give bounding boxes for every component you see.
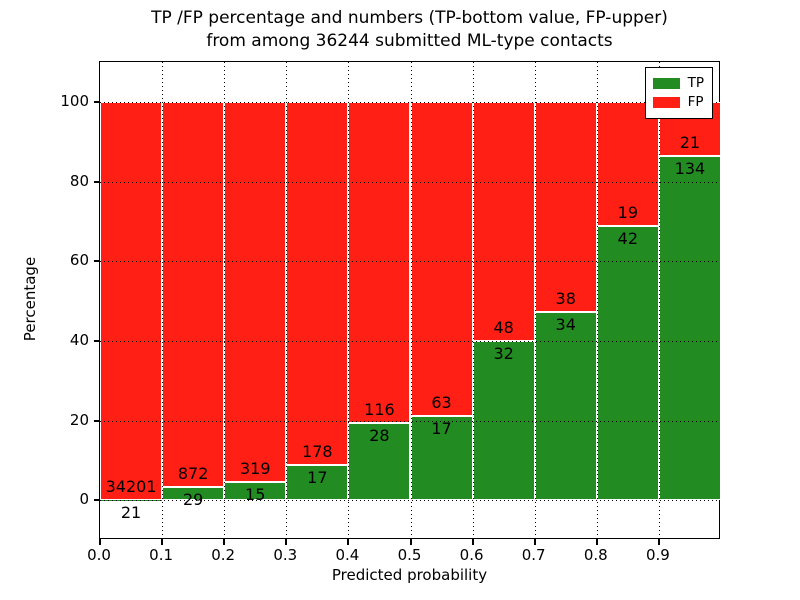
bar-labels-layer: 34201 21 872 29 319 15 178 17 116 28 63 17 48 32 38 34 1… [100, 62, 719, 538]
bar-segment-fp [596, 101, 659, 226]
x-tick-label: 0.9 [645, 546, 670, 564]
bar-label-tp: 34 [555, 315, 576, 335]
bar-segment-fp [224, 101, 287, 483]
gridline-horizontal [100, 101, 719, 103]
x-tick [657, 538, 660, 545]
bar-label-fp: 319 [239, 459, 271, 479]
x-tick [223, 538, 226, 545]
bar-segment-fp [472, 101, 535, 341]
bar-label-tp: 134 [674, 158, 706, 178]
x-tick-label: 0.2 [211, 546, 236, 564]
bar-label-tp: 42 [617, 228, 639, 248]
y-tick-label: 100 [60, 91, 89, 110]
gridline-vertical [596, 62, 598, 538]
tp-legend-swatch-icon [652, 78, 680, 89]
y-tick [94, 100, 100, 103]
x-tick [347, 538, 350, 545]
legend-label-tp: TP [687, 75, 704, 91]
y-tick [94, 180, 100, 183]
y-tick-label: 0 [79, 490, 89, 509]
bar-label-fp: 178 [302, 442, 333, 462]
bar-label-tp: 21 [120, 502, 142, 522]
legend-item-tp: TP [652, 75, 704, 91]
bar-segment-fp [534, 101, 597, 313]
gridline-vertical [534, 62, 536, 538]
gridline-vertical [410, 62, 412, 538]
legend-label-fp: FP [687, 94, 704, 110]
gridline-horizontal [100, 261, 719, 263]
x-tick [161, 538, 164, 545]
gridline-vertical [348, 62, 350, 538]
x-tick [99, 538, 101, 545]
x-tick-label: 0.6 [459, 546, 484, 564]
bar-label-fp: 19 [617, 202, 639, 222]
bar-label-tp: 17 [431, 418, 452, 438]
legend-item-fp: FP [652, 94, 704, 110]
x-tick-label: 0.4 [335, 546, 360, 564]
bar-label-fp: 63 [431, 392, 452, 412]
bars-layer [100, 62, 721, 538]
bar-label-tp: 32 [493, 343, 514, 363]
tick-marks-layer [94, 62, 719, 545]
gridline-vertical [224, 62, 226, 538]
legend: TP FP [644, 67, 713, 119]
bar-segment-fp [100, 101, 163, 500]
bar-segment-fp [286, 101, 349, 466]
y-tick [94, 260, 100, 263]
bar-label-tp: 17 [307, 468, 328, 488]
bar-label-fp: 872 [177, 464, 209, 484]
bar-label-fp: 34201 [105, 476, 157, 496]
y-tick [94, 339, 100, 342]
grid-layer [100, 62, 719, 538]
bar-segment-fp [162, 101, 225, 488]
bar-segment-tp [658, 155, 721, 501]
y-tick-label: 40 [69, 330, 89, 349]
bar-label-tp: 15 [245, 485, 266, 505]
gridline-vertical [286, 62, 288, 538]
x-axis-label: Predicted probability [331, 566, 488, 584]
x-tick-label: 0.1 [149, 546, 174, 564]
bar-segment-tp [534, 312, 597, 501]
y-axis-label: Percentage [21, 256, 39, 342]
x-tick-label: 0.0 [87, 546, 111, 564]
fp-legend-swatch-icon [652, 97, 680, 108]
bar-label-fp: 48 [493, 317, 514, 337]
gridline-horizontal [100, 340, 719, 342]
gridline-vertical [472, 62, 474, 538]
y-tick-label: 80 [69, 171, 89, 190]
x-tick [595, 538, 598, 545]
plot-area: 34201 21 872 29 319 15 178 17 116 28 63 17 48 32 38 34 1… [94, 61, 721, 545]
gridline-horizontal [100, 420, 719, 422]
gridline-vertical [658, 62, 660, 538]
x-tick-label: 0.5 [397, 546, 422, 564]
chart-title-line-1: TP /FP percentage and numbers (TP-bottom… [151, 8, 668, 28]
bar-segment-tp [286, 465, 349, 501]
y-tick-label: 20 [69, 410, 89, 429]
gridline-horizontal [100, 500, 719, 502]
bar-label-fp: 21 [679, 132, 701, 152]
bar-label-tp: 28 [369, 425, 390, 445]
x-tick [471, 538, 474, 545]
x-tick-label: 0.8 [583, 546, 608, 564]
chart-title-line-2: from among 36244 submitted ML-type conta… [206, 31, 613, 51]
bar-segment-fp [348, 101, 411, 423]
x-tick [409, 538, 412, 545]
gridline-horizontal [100, 181, 719, 183]
y-tick [94, 419, 100, 422]
x-tick-label: 0.7 [521, 546, 546, 564]
x-tick [533, 538, 536, 545]
gridline-vertical [162, 62, 164, 538]
bar-label-tp: 29 [182, 490, 204, 510]
bar-label-fp: 38 [555, 289, 576, 309]
y-tick [94, 499, 100, 502]
bar-label-fp: 116 [364, 399, 395, 419]
y-tick-label: 60 [69, 251, 89, 270]
x-tick-label: 0.3 [273, 546, 298, 564]
x-tick [285, 538, 288, 545]
